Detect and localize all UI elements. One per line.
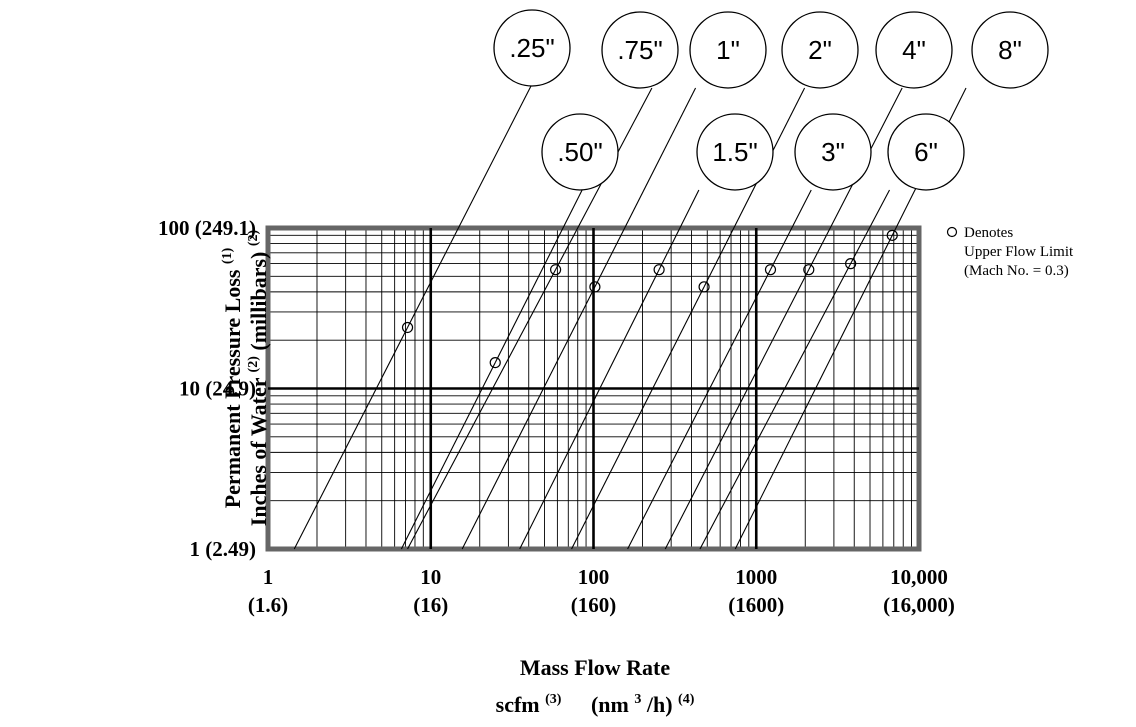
x-tick-sublabel: (1600) (728, 593, 784, 617)
x-tick-sublabel: (16) (413, 593, 448, 617)
y-tick-label: 1 (2.49) (190, 537, 257, 561)
size-bubble-label: 8" (998, 35, 1022, 65)
legend-line: Upper Flow Limit (964, 244, 1074, 260)
size-bubble-label: 6" (914, 137, 938, 167)
size-bubble (689, 11, 767, 89)
size-bubble (696, 113, 774, 191)
size-bubble (541, 113, 619, 191)
size-bubble-label: .25" (509, 33, 554, 63)
series-line (699, 263, 852, 550)
ylabel-line2-sup2: (2) (246, 229, 261, 246)
x-tick-label: 10 (420, 565, 441, 589)
size-bubble (601, 11, 679, 89)
size-bubble (493, 9, 571, 87)
size-bubble (794, 113, 872, 191)
size-bubble-label: .75" (617, 35, 662, 65)
x-tick-sublabel: (1.6) (248, 593, 288, 617)
size-bubble (971, 11, 1049, 89)
size-bubble-label: 1" (716, 35, 740, 65)
xlabel-scfm: scfm (496, 692, 540, 717)
series-lines (293, 229, 898, 550)
x-tick-label: 1000 (735, 565, 777, 589)
xlabel-h-sup: (4) (678, 692, 695, 707)
series-line (519, 269, 660, 550)
bubble-leader-line (494, 189, 583, 363)
upper-flow-limit-marker (803, 264, 815, 276)
xlabel-nm: (nm (591, 692, 629, 717)
size-bubble-label: 2" (808, 35, 832, 65)
size-bubble (887, 113, 965, 191)
y-axis-title: Permanent Pressure Loss (1) Inches of Wa… (220, 229, 271, 526)
legend-line: (Mach No. = 0.3) (964, 263, 1069, 279)
series-line (664, 269, 810, 550)
ylabel-line1-sup: (1) (220, 247, 235, 264)
ylabel-line1-text: Permanent Pressure Loss (220, 269, 245, 508)
y-tick-label: 100 (249.1) (158, 216, 256, 240)
series-line (293, 327, 409, 550)
x-tick-label: 100 (578, 565, 610, 589)
size-bubble (875, 11, 953, 89)
size-bubble-label: 3" (821, 137, 845, 167)
upper-flow-limit-marker (653, 264, 665, 276)
y-tick-label: 10 (24.9) (179, 377, 256, 401)
bubble-leader-line (850, 189, 890, 264)
legend: Denotes Upper Flow Limit (Mach No. = 0.3… (946, 225, 1074, 279)
x-tick-label: 10,000 (890, 565, 948, 589)
y-tick-labels: 1 (2.49) 10 (24.9) 100 (249.1) (158, 216, 256, 561)
x-tick-sublabel: (16,000) (883, 593, 955, 617)
size-bubble-label: .50" (557, 137, 602, 167)
ylabel-line2-text2: (millibars) (246, 252, 271, 351)
series-line (571, 286, 705, 550)
xlabel-scfm-sup: (3) (545, 692, 562, 707)
svg-text:scfm (3) (nm: scfm (3) (nm 3 /h) (4) (496, 683, 695, 717)
upper-flow-limit-marker (698, 281, 710, 293)
size-bubble (781, 11, 859, 89)
bubble-leader-line (703, 87, 806, 288)
upper-flow-limit-marker (401, 321, 414, 334)
upper-flow-limit-marker (589, 281, 601, 293)
upper-flow-limit-marker (550, 264, 562, 276)
upper-flow-limit-marker (489, 357, 501, 369)
xlabel-line1: Mass Flow Rate (520, 655, 671, 680)
x-tick-label: 1 (263, 565, 274, 589)
size-bubble-label: 1.5" (712, 137, 757, 167)
x-axis-title: Mass Flow Rate scfm (3) (nm 3 /h) (4) (496, 655, 695, 717)
upper-flow-limit-marker (764, 264, 777, 276)
x-tick-sublabel: (160) (571, 593, 617, 617)
x-tick-labels: 1 (1.6) 10 (16) 100 (160) 1000 (1600) 10,000 (16,… (248, 565, 955, 617)
series-line (461, 286, 596, 550)
bubble-leader-line (658, 189, 700, 270)
xlabel-h: /h) (646, 692, 673, 717)
size-bubble-label: 4" (902, 35, 926, 65)
bubble-leader-line (594, 87, 697, 288)
bubble-leader-line (407, 85, 532, 328)
ylabel-line2-text1: Inches of Water (246, 377, 271, 526)
legend-symbol (946, 226, 958, 238)
svg-text:Inches of Water (2): Inches of Water (2) (millibars) (2) (237, 229, 271, 526)
series-line (734, 235, 893, 550)
series-line (627, 269, 771, 550)
series-line (407, 269, 557, 550)
upper-flow-limit-marker (845, 258, 857, 270)
ylabel-line2-sup1: (2) (246, 356, 261, 373)
bubble-leader-line (769, 189, 812, 270)
series-line (400, 362, 496, 550)
xlabel-nm-sup: 3 (634, 692, 641, 707)
legend-line: Denotes (964, 225, 1013, 241)
upper-flow-limit-marker (886, 229, 898, 241)
size-bubbles: .25" .75" 1" 2" 4" 8" .50" 1.5" 3" 6" (407, 9, 1049, 363)
svg-text:Permanent Pressure Loss: Permanent Pressure Loss (1) (220, 247, 245, 508)
